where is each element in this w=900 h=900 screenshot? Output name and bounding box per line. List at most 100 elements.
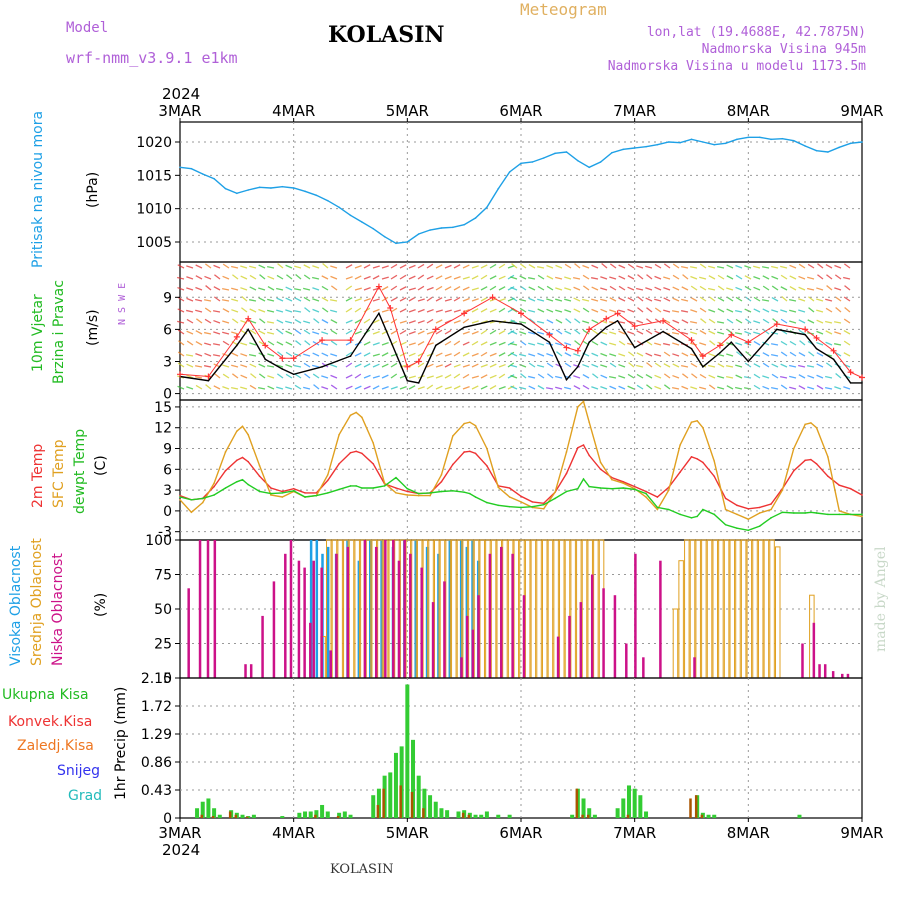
temperature-data-point — [224, 469, 227, 472]
wind-arrow — [547, 373, 554, 379]
wind-arrow — [330, 384, 338, 390]
wind-arrow — [277, 263, 284, 269]
temperature-data-point — [395, 492, 397, 494]
temperature-data-point — [770, 517, 772, 519]
wind-arrow — [471, 287, 479, 291]
precip-bar — [689, 798, 692, 818]
wind-arrow — [789, 286, 797, 291]
wind-arrow — [798, 385, 806, 390]
wind-arrow — [259, 318, 266, 324]
wind-arrow — [203, 299, 212, 302]
wind-arrow — [267, 265, 275, 269]
temperature-data-point — [241, 478, 244, 481]
temperature-data-point — [582, 400, 585, 403]
wind-arrow — [717, 363, 725, 368]
wind-data-point — [463, 326, 465, 329]
wind-arrow — [444, 309, 452, 313]
wind-arrow — [286, 274, 293, 280]
wind-arrow — [453, 296, 461, 302]
wind-arrow — [267, 298, 275, 302]
temperature-data-point — [361, 416, 363, 419]
precip-bar — [206, 798, 211, 818]
wind-arrow — [726, 385, 734, 390]
cloud-bar — [451, 539, 457, 679]
wind-arrow — [435, 309, 443, 313]
temperature-data-point — [395, 487, 397, 489]
wind-arrow — [761, 299, 770, 302]
legend-snijeg: Snijeg — [57, 763, 100, 779]
wind-arrow — [690, 296, 698, 302]
wind-arrow — [276, 319, 284, 324]
station-title: KOLASIN — [328, 22, 445, 48]
wind-arrow — [736, 351, 743, 357]
cloud-bar — [678, 560, 684, 679]
cloud-bar — [693, 657, 696, 678]
panel-wind: 0 3 6 9 — [163, 261, 865, 403]
pressure-data-point — [247, 189, 249, 191]
wind-arrow — [546, 275, 554, 280]
wind-arrow — [444, 386, 452, 390]
wind-arrow — [480, 374, 488, 379]
temperature-data-point — [622, 487, 625, 489]
wind-arrow — [564, 309, 572, 313]
wind-arrow — [691, 373, 698, 379]
cloud-bar — [547, 539, 554, 679]
wind-arrow — [417, 362, 425, 368]
wind-direction-legend: N S W E — [117, 283, 128, 325]
pressure-data-point — [270, 187, 272, 189]
wind-arrow — [204, 307, 212, 313]
wind-arrow — [681, 310, 689, 313]
wind-arrow — [573, 375, 581, 379]
wind-arrow — [177, 351, 185, 357]
top-day-label: 5MAR — [386, 102, 429, 120]
temperature-data-point — [355, 411, 357, 414]
wind-arrow — [222, 275, 230, 280]
wind-arrow — [444, 286, 452, 291]
wind-arrow — [231, 373, 239, 379]
wind-arrow — [826, 274, 833, 280]
temperature-data-point — [793, 512, 795, 514]
temperature-data-point — [508, 496, 511, 498]
gust-point — [387, 305, 394, 311]
wind-arrow — [663, 297, 671, 302]
wind-data-point — [417, 382, 420, 384]
wind-arrow — [303, 264, 311, 269]
precip-bar — [314, 810, 319, 818]
wind-arrow — [591, 277, 599, 280]
wind-arrow — [600, 276, 608, 280]
wind-arrow — [354, 275, 362, 280]
wind-arrow — [195, 384, 203, 390]
wind-arrow — [267, 353, 275, 357]
wind-arrow — [444, 363, 452, 368]
temperature-data-point — [190, 499, 193, 501]
wind-arrow — [231, 331, 239, 335]
precip-bar — [240, 814, 245, 818]
wind-arrow — [498, 341, 506, 346]
wind-arrow — [285, 330, 293, 335]
precip-bar — [416, 775, 421, 818]
wind-arrow — [480, 297, 488, 302]
top-day-label: 9MAR — [840, 102, 883, 120]
wind-arrow — [408, 296, 416, 302]
temperature-data-point — [861, 513, 863, 516]
wind-arrow — [390, 274, 398, 280]
wind-arrow — [843, 340, 851, 346]
wind-arrow — [195, 286, 203, 291]
pressure-data-point — [577, 159, 579, 162]
temperature-ytick-label: -3 — [158, 525, 172, 541]
wind-arrow — [276, 364, 284, 368]
wind-arrow — [186, 276, 194, 280]
wind-arrow — [609, 385, 617, 390]
wind-arrow — [780, 363, 788, 368]
wind-arrow — [435, 264, 443, 269]
panel-temperature: -3 0 3 6 9 12 15 — [154, 399, 863, 541]
pressure-data-point — [861, 141, 863, 143]
wind-arrow — [789, 351, 797, 357]
wind-arrow — [276, 297, 284, 302]
cloud-bar — [775, 546, 781, 679]
wind-arrow — [258, 340, 266, 346]
top-day-label: 4MAR — [272, 102, 315, 120]
cloud-bar — [568, 615, 571, 678]
wind-arrow — [330, 329, 338, 335]
wind-arrow — [834, 296, 842, 302]
